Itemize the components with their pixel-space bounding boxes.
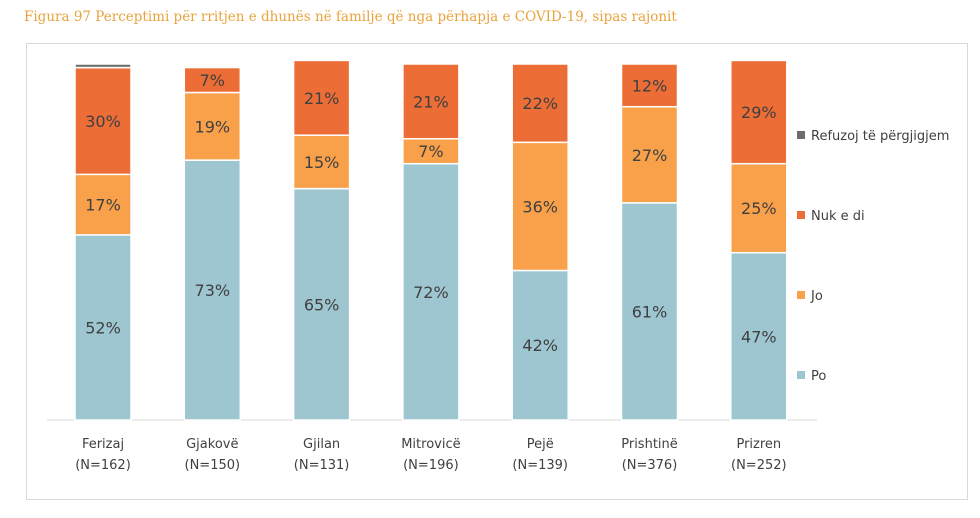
data-label-po-ferizaj: 52% xyxy=(85,318,121,337)
bar-segment-refuzoj-te-pergjigjem-ferizaj xyxy=(74,63,132,69)
data-label-po-peje: 42% xyxy=(522,336,558,355)
legend-swatch-jo xyxy=(797,291,805,299)
category-n-peje: (N=139) xyxy=(512,458,568,473)
data-label-jo-ferizaj: 17% xyxy=(85,196,121,215)
data-label-nuk-e-di-prishtine: 12% xyxy=(632,76,668,95)
data-label-jo-prishtine: 27% xyxy=(632,146,668,165)
category-label-peje: Pejë xyxy=(527,437,554,452)
bar-segment-po-mitrovice xyxy=(402,162,460,421)
data-label-po-prizren: 47% xyxy=(741,327,777,346)
chart-container: 52% 17% 30% Ferizaj (N=162) 73% 19% 7% Gjakovë (N… xyxy=(26,43,968,500)
data-label-jo-gjakove: 19% xyxy=(195,117,231,136)
category-n-gjakove: (N=150) xyxy=(185,458,241,473)
category-label-gjilan: Gjilan xyxy=(303,437,340,452)
bar-segment-nuk-e-di-gjakove xyxy=(183,66,242,94)
bar-segment-nuk-e-di-prishtine xyxy=(620,63,679,108)
data-label-po-gjilan: 65% xyxy=(304,295,340,314)
data-label-po-gjakove: 73% xyxy=(195,281,231,300)
data-label-nuk-e-di-peje: 22% xyxy=(522,94,558,113)
category-n-gjilan: (N=131) xyxy=(294,458,350,473)
bar-segment-jo-peje xyxy=(511,141,569,272)
data-label-nuk-e-di-prizren: 29% xyxy=(741,103,777,122)
bar-segment-po-gjakove xyxy=(183,159,242,421)
figure-title: Figura 97 Perceptimi për rritjen e dhunë… xyxy=(24,9,677,25)
category-n-ferizaj: (N=162) xyxy=(75,458,131,473)
category-label-ferizaj: Ferizaj xyxy=(82,437,124,452)
bar-segment-po-ferizaj xyxy=(74,234,132,421)
category-label-mitrovice: Mitrovicë xyxy=(401,437,460,452)
legend-swatch-nuk-e-di xyxy=(797,211,805,219)
bar-segment-jo-ferizaj xyxy=(74,173,132,236)
bar-segment-po-peje xyxy=(511,269,569,421)
legend-label-nuk-e-di: Nuk e di xyxy=(811,209,865,224)
data-label-nuk-e-di-ferizaj: 30% xyxy=(85,112,121,131)
bar-segment-jo-mitrovice xyxy=(402,138,460,165)
bar-segment-po-gjilan xyxy=(292,187,351,421)
data-label-jo-peje: 36% xyxy=(522,197,558,216)
legend-label-refuzoj-te-pergjigjem: Refuzoj të përgjigjem xyxy=(811,129,949,144)
data-label-jo-prizren: 25% xyxy=(741,199,777,218)
bar-segment-po-prizren xyxy=(730,251,788,421)
category-n-prizren: (N=252) xyxy=(731,458,787,473)
legend-label-po: Po xyxy=(811,369,826,384)
bar-segment-po-prishtine xyxy=(620,202,679,421)
category-label-prishtine: Prishtinë xyxy=(621,437,678,452)
bar-segment-jo-gjilan xyxy=(292,134,351,190)
stacked-bar-chart: 52% 17% 30% Ferizaj (N=162) 73% 19% 7% Gjakovë (N… xyxy=(47,59,949,473)
category-label-gjakove: Gjakovë xyxy=(186,437,238,452)
bar-segment-jo-gjakove xyxy=(183,91,242,161)
data-label-nuk-e-di-gjakove: 7% xyxy=(200,71,225,90)
data-label-po-mitrovice: 72% xyxy=(413,283,449,302)
category-n-mitrovice: (N=196) xyxy=(403,458,459,473)
bar-segment-jo-prizren xyxy=(730,162,788,254)
legend-swatch-refuzoj-te-pergjigjem xyxy=(797,131,805,139)
data-label-jo-gjilan: 15% xyxy=(304,153,340,172)
data-label-nuk-e-di-mitrovice: 21% xyxy=(413,92,449,111)
legend-label-jo: Jo xyxy=(810,289,823,304)
data-label-jo-mitrovice: 7% xyxy=(418,142,443,161)
bar-segment-nuk-e-di-peje xyxy=(511,63,569,144)
bar-segment-nuk-e-di-prizren xyxy=(730,59,788,165)
category-n-prishtine: (N=376) xyxy=(622,458,678,473)
category-label-prizren: Prizren xyxy=(736,437,781,452)
data-label-po-prishtine: 61% xyxy=(632,302,668,321)
bar-segment-jo-prishtine xyxy=(620,105,679,204)
bar-segment-nuk-e-di-gjilan xyxy=(292,59,351,136)
data-label-nuk-e-di-gjilan: 21% xyxy=(304,89,340,108)
bar-segment-nuk-e-di-mitrovice xyxy=(402,63,460,140)
legend-swatch-po xyxy=(797,371,805,379)
